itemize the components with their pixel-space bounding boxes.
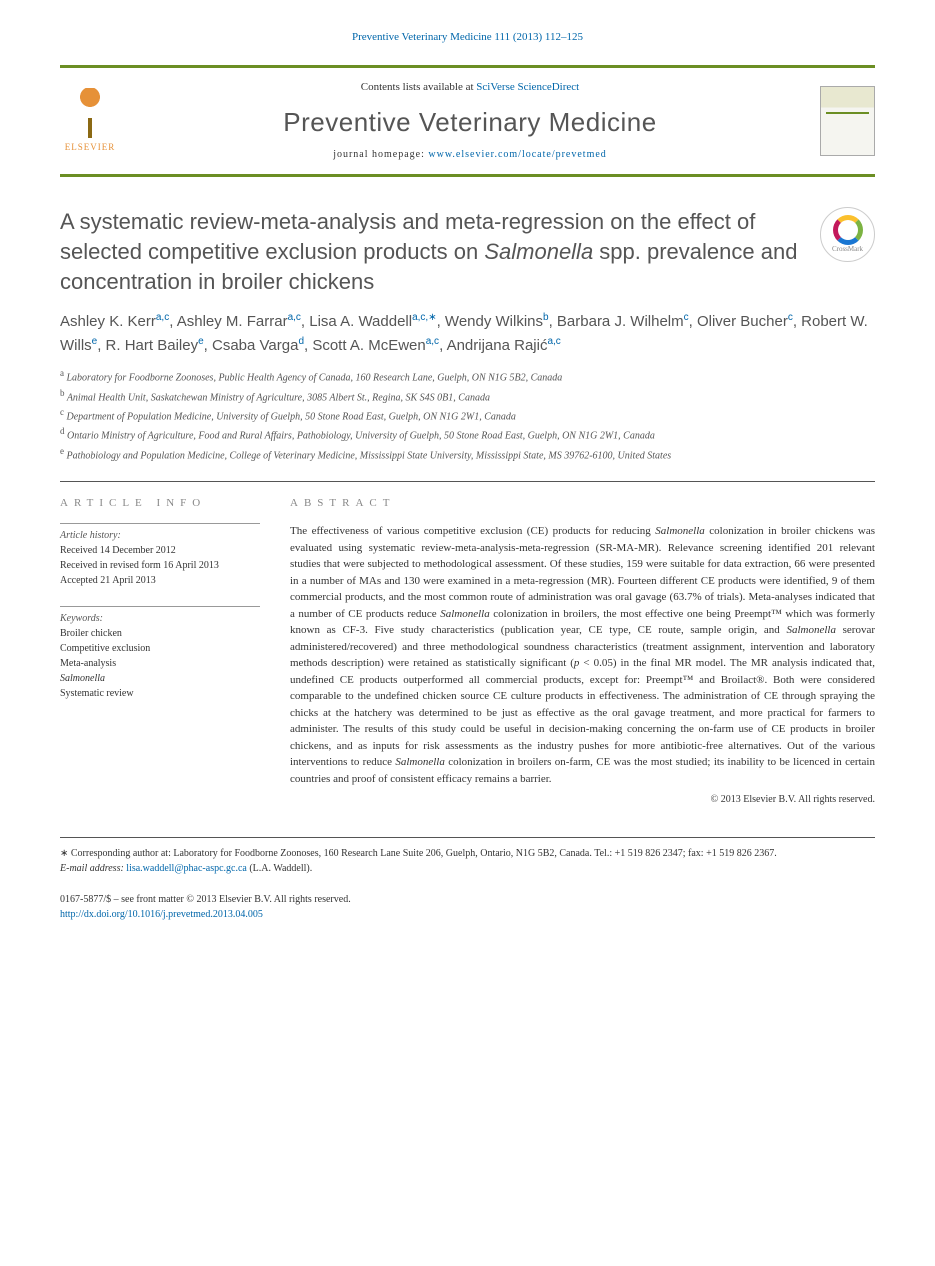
contents-prefix: Contents lists available at xyxy=(361,81,476,93)
affiliations-list: a Laboratory for Foodborne Zoonoses, Pub… xyxy=(60,367,875,463)
article-history-label: Article history: xyxy=(60,523,260,543)
article-info-column: ARTICLE INFO Article history: Received 1… xyxy=(60,496,260,807)
article-info-heading: ARTICLE INFO xyxy=(60,496,260,511)
top-citation: Preventive Veterinary Medicine 111 (2013… xyxy=(60,30,875,45)
homepage-prefix: journal homepage: xyxy=(333,149,428,160)
issn-line: 0167-5877/$ – see front matter © 2013 El… xyxy=(60,892,875,907)
divider xyxy=(60,481,875,482)
journal-header: ELSEVIER Contents lists available at Sci… xyxy=(60,65,875,177)
crossmark-icon xyxy=(833,215,863,245)
abstract-heading: ABSTRACT xyxy=(290,496,875,511)
email-line: E-mail address: lisa.waddell@phac-aspc.g… xyxy=(60,861,875,876)
corresponding-author: ∗ Corresponding author at: Laboratory fo… xyxy=(60,846,875,861)
elsevier-text: ELSEVIER xyxy=(65,141,116,154)
crossmark-badge[interactable]: CrossMark xyxy=(820,207,875,262)
elsevier-tree-icon xyxy=(65,88,115,138)
abstract-copyright: © 2013 Elsevier B.V. All rights reserved… xyxy=(290,793,875,807)
email-label: E-mail address: xyxy=(60,863,126,874)
keywords-label: Keywords: xyxy=(60,606,260,626)
abstract-text: The effectiveness of various competitive… xyxy=(290,523,875,787)
authors-list: Ashley K. Kerra,c, Ashley M. Farrara,c, … xyxy=(60,310,875,357)
email-link[interactable]: lisa.waddell@phac-aspc.gc.ca xyxy=(126,863,247,874)
contents-available: Contents lists available at SciVerse Sci… xyxy=(135,80,805,95)
email-name: (L.A. Waddell). xyxy=(247,863,312,874)
journal-homepage: journal homepage: www.elsevier.com/locat… xyxy=(135,148,805,162)
elsevier-logo: ELSEVIER xyxy=(60,88,120,154)
journal-cover-thumbnail xyxy=(820,86,875,156)
bottom-block: 0167-5877/$ – see front matter © 2013 El… xyxy=(60,892,875,922)
article-history: Received 14 December 2012Received in rev… xyxy=(60,543,260,588)
abstract-column: ABSTRACT The effectiveness of various co… xyxy=(290,496,875,807)
keywords-list: Broiler chickenCompetitive exclusionMeta… xyxy=(60,626,260,701)
crossmark-label: CrossMark xyxy=(832,245,863,255)
journal-name: Preventive Veterinary Medicine xyxy=(135,104,805,140)
title-italic: Salmonella xyxy=(484,239,593,264)
footnotes: ∗ Corresponding author at: Laboratory fo… xyxy=(60,837,875,876)
homepage-link[interactable]: www.elsevier.com/locate/prevetmed xyxy=(428,149,606,160)
article-title: A systematic review-meta-analysis and me… xyxy=(60,207,800,296)
sciencedirect-link[interactable]: SciVerse ScienceDirect xyxy=(476,81,579,93)
doi-link[interactable]: http://dx.doi.org/10.1016/j.prevetmed.20… xyxy=(60,909,263,920)
